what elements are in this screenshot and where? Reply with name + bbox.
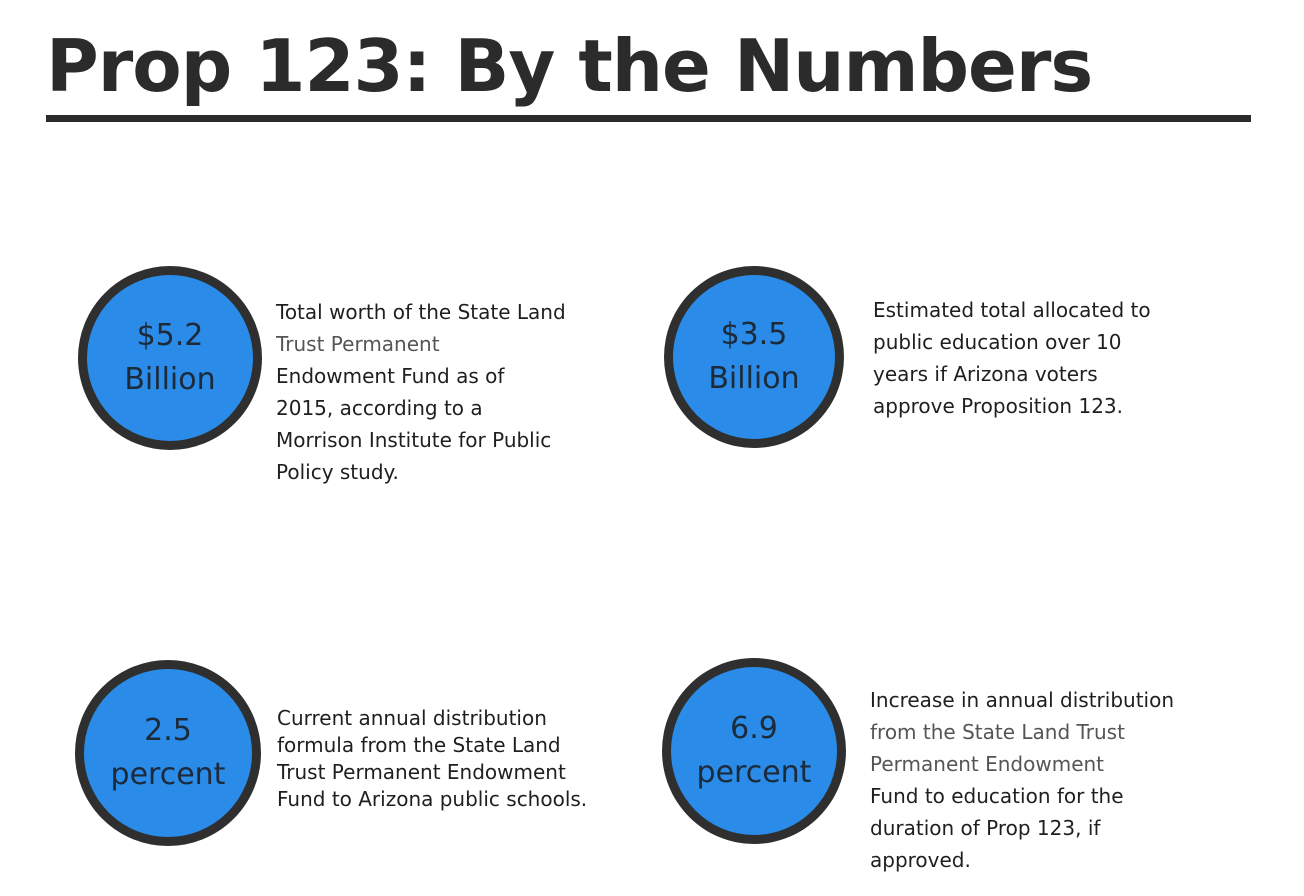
stat-description: Total worth of the State Land Trust Perm…: [276, 296, 606, 488]
desc-line: formula from the State Land: [277, 733, 561, 757]
stat-circle-2-5-percent: 2.5 percent: [75, 660, 261, 846]
desc-line: Morrison Institute for Public: [276, 428, 552, 452]
title-underline: [46, 115, 1251, 122]
stat-unit: percent: [110, 757, 226, 792]
stat-description: Increase in annual distribution from the…: [870, 684, 1200, 876]
desc-line: from the State Land Trust: [870, 720, 1125, 744]
stat-value: 6.9: [730, 711, 778, 746]
desc-line: approve Proposition 123.: [873, 394, 1123, 418]
desc-line: Total worth of the State Land: [276, 300, 566, 324]
stat-circle-6-9-percent: 6.9 percent: [662, 658, 846, 844]
desc-line: Current annual distribution: [277, 706, 547, 730]
stat-value: 2.5: [144, 713, 192, 748]
stat-unit: Billion: [708, 361, 800, 396]
stat-description: Estimated total allocated to public educ…: [873, 294, 1193, 422]
stat-circle-5-2-billion: $5.2 Billion: [78, 266, 262, 450]
stat-description: Current annual distribution formula from…: [277, 705, 622, 813]
page-title: Prop 123: By the Numbers: [46, 24, 1093, 108]
desc-line: Fund to education for the: [870, 784, 1124, 808]
desc-line: 2015, according to a: [276, 396, 483, 420]
stat-unit: percent: [696, 755, 812, 790]
desc-line: Policy study.: [276, 460, 399, 484]
desc-line: approved.: [870, 848, 971, 872]
stat-value: $3.5: [720, 317, 788, 352]
desc-line: Trust Permanent: [276, 332, 440, 356]
desc-line: Estimated total allocated to: [873, 298, 1151, 322]
stat-unit: Billion: [124, 362, 216, 397]
desc-line: Endowment Fund as of: [276, 364, 505, 388]
desc-line: Fund to Arizona public schools.: [277, 787, 588, 811]
desc-line: Trust Permanent Endowment: [277, 760, 566, 784]
desc-line: duration of Prop 123, if: [870, 816, 1101, 840]
stat-value: $5.2: [136, 318, 204, 353]
desc-line: Increase in annual distribution: [870, 688, 1175, 712]
desc-line: years if Arizona voters: [873, 362, 1098, 386]
stat-circle-3-5-billion: $3.5 Billion: [664, 266, 844, 448]
desc-line: Permanent Endowment: [870, 752, 1105, 776]
desc-line: public education over 10: [873, 330, 1122, 354]
